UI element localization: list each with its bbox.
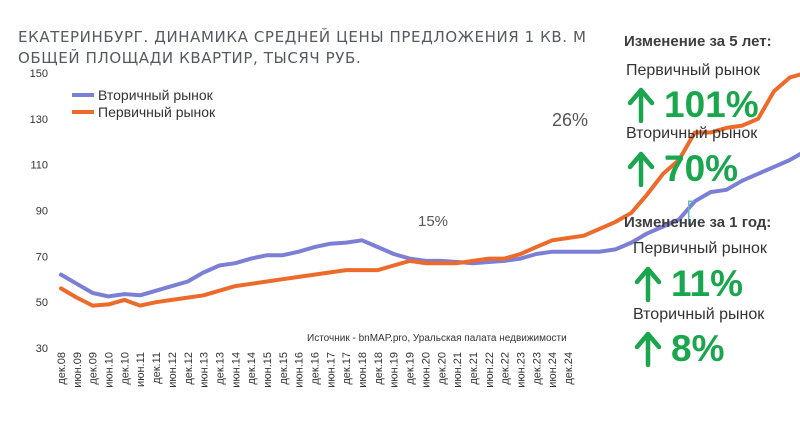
- x-tick-label: дек.11: [151, 352, 163, 384]
- x-tick-label: дек.10: [119, 352, 131, 385]
- series-layer: [59, 72, 800, 308]
- legend-label-secondary: Вторичный рынок: [98, 87, 214, 103]
- x-tick-label: дек.09: [88, 352, 100, 385]
- legend: Вторичный рынок Первичный рынок: [72, 87, 216, 120]
- x-tick-label: июн.18: [357, 352, 369, 388]
- chart-title: ЕКАТЕРИНБУРГ. ДИНАМИКА СРЕДНЕЙ ЦЕНЫ ПРЕД…: [18, 27, 608, 69]
- x-tick-label: дек.20: [436, 352, 448, 385]
- x-tick-label: дек.19: [405, 352, 417, 385]
- y-tick-label: 90: [36, 205, 48, 217]
- x-tick-label: дек.23: [531, 352, 543, 385]
- five-year-primary-value: 101%: [626, 84, 759, 126]
- x-tick-label: дек.17: [341, 352, 353, 385]
- one-year-primary-value: 11%: [633, 263, 743, 305]
- five-year-secondary-percent: 70%: [664, 148, 739, 189]
- series-line-primary: [59, 72, 800, 308]
- x-tick-label: июн.21: [452, 352, 464, 388]
- arrow-up-icon: [627, 87, 655, 123]
- x-tick-label: дек.15: [278, 352, 290, 385]
- x-tick-label: июн.13: [199, 352, 211, 388]
- x-tick-label: июн.11: [135, 352, 147, 387]
- x-axis: дек.08 июн.09 дек.09 июн.10 дек.10 июн.11 дек.…: [56, 352, 575, 388]
- bracket-15-percent: [688, 200, 694, 225]
- x-tick-label: июн.23: [515, 352, 527, 388]
- source-note: Источник - bnMAP.pro, Уральская палата н…: [307, 333, 567, 344]
- x-tick-label: июн.09: [72, 352, 84, 388]
- x-tick-label: дек.21: [468, 352, 480, 385]
- five-year-primary-label: Первичный рынок: [626, 62, 760, 79]
- annotation-15-percent: 15%: [418, 213, 448, 230]
- x-tick-label: дек.08: [56, 352, 68, 385]
- one-year-header: Изменение за 1 год:: [624, 214, 772, 231]
- x-tick-label: июн.14: [230, 352, 242, 388]
- x-tick-label: июн.20: [420, 352, 432, 388]
- x-tick-label: дек.13: [214, 352, 226, 385]
- annotation-26-percent: 26%: [552, 110, 588, 130]
- x-tick-label: июн.17: [325, 352, 337, 388]
- five-year-secondary-value: 70%: [626, 148, 738, 190]
- y-tick-label: 130: [30, 114, 48, 126]
- y-tick-label: 50: [36, 297, 48, 309]
- legend-label-primary: Первичный рынок: [98, 104, 216, 120]
- x-tick-label: июн.16: [294, 352, 306, 388]
- one-year-primary-percent: 11%: [671, 263, 744, 304]
- x-tick-label: дек.16: [310, 352, 322, 385]
- x-tick-label: июн.15: [262, 352, 274, 388]
- x-tick-label: июн.10: [104, 352, 116, 388]
- x-tick-label: июн.19: [389, 352, 401, 388]
- arrow-up-icon: [634, 331, 662, 367]
- one-year-secondary-value: 8%: [633, 328, 724, 370]
- chart-title-line-1: ЕКАТЕРИНБУРГ. ДИНАМИКА СРЕДНЕЙ ЦЕНЫ ПРЕД…: [18, 28, 587, 46]
- one-year-primary-label: Первичный рынок: [633, 240, 767, 257]
- x-tick-label: июн.12: [167, 352, 179, 388]
- arrow-up-icon: [627, 151, 655, 187]
- five-year-secondary-label: Вторичный рынок: [626, 125, 758, 142]
- x-tick-label: июн.22: [484, 352, 496, 388]
- chart-title-line-2: ОБЩЕЙ ПЛОЩАДИ КВАРТИР, ТЫСЯЧ РУБ.: [18, 49, 362, 67]
- x-tick-label: дек.22: [500, 352, 512, 385]
- arrow-up-icon: [634, 266, 662, 302]
- y-tick-label: 30: [36, 343, 48, 355]
- y-axis: 30 50 70 90 110 130 150: [30, 68, 48, 355]
- y-tick-label: 110: [30, 160, 48, 172]
- y-tick-label: 70: [36, 251, 48, 263]
- five-year-header: Изменение за 5 лет:: [624, 33, 772, 50]
- x-tick-label: дек.12: [183, 352, 195, 385]
- x-tick-label: дек.14: [246, 352, 258, 385]
- one-year-secondary-percent: 8%: [671, 328, 725, 369]
- x-tick-label: дек.24: [563, 352, 575, 385]
- one-year-secondary-label: Вторичный рынок: [633, 306, 765, 323]
- x-tick-label: июн.24: [547, 352, 559, 388]
- x-tick-label: дек.18: [373, 352, 385, 385]
- y-tick-label: 150: [30, 68, 48, 80]
- brackets: [688, 200, 694, 225]
- five-year-primary-percent: 101%: [664, 84, 759, 125]
